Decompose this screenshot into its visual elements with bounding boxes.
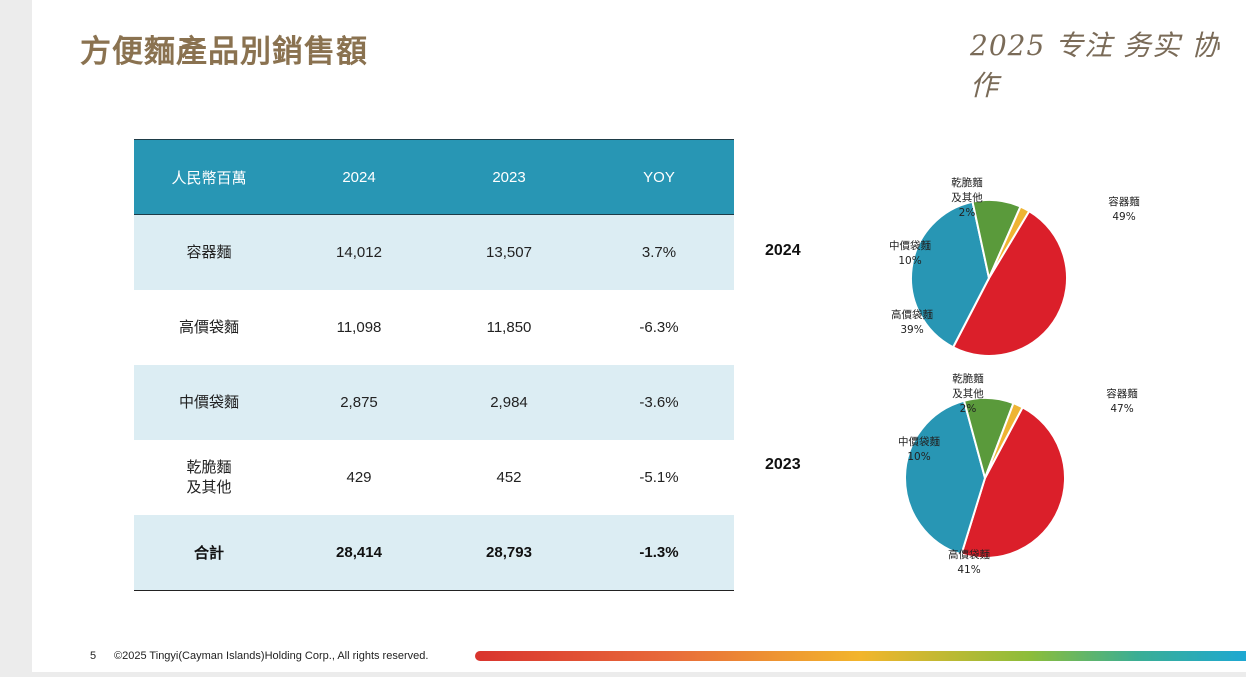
pie-slice [904,399,987,556]
row-yoy: 3.7% [584,214,734,290]
table-row: 高價袋麵 11,098 11,850 -6.3% [134,290,734,365]
pie-slice [960,406,1066,559]
row-category: 高價袋麵 [134,290,284,365]
total-label: 合計 [134,515,284,591]
table-row: 乾脆麵 及其他 429 452 -5.1% [134,440,734,515]
row-value-2024: 14,012 [284,214,434,290]
header-2024: 2024 [284,139,434,215]
row-value-2023: 13,507 [434,214,584,290]
row-value-2024: 2,875 [284,365,434,440]
slogan: 2025 专注 务实 协作 [970,29,1220,102]
pie-chart-2023: 容器麵 47% 高價袋麵 41% 中價袋麵 10% 乾脆麵及其他 2% [898,372,1138,576]
table-row: 容器麵 14,012 13,507 3.7% [134,214,734,290]
copyright: ©2025 Tingyi(Cayman Islands)Holding Corp… [114,650,429,662]
row-value-2024: 429 [346,469,372,486]
page-number: 5 [90,650,97,662]
category-line: 高價袋麵 [178,318,239,336]
total-2023: 28,793 [434,515,584,591]
pie-slice-label: 高價袋麵 41% [948,548,990,576]
pie-slice-label: 中價袋麵 10% [898,435,940,463]
pie-slice [910,200,991,349]
slide: 方便麵產品別銷售額 2025 专注 务实 协作 人民幣百萬 2024 2023 … [32,0,1246,672]
category-line: 中價袋麵 [178,393,239,411]
pie-slice [988,205,1031,279]
row-category: 容器麵 [134,214,284,290]
table-header-row: 人民幣百萬 2024 2023 YOY [134,139,734,215]
pie-slice [951,209,1069,358]
table-row: 中價袋麵 2,875 2,984 -3.6% [134,365,734,440]
header-2023: 2023 [434,139,584,215]
pie-slice-label: 中價袋麵 10% [889,239,931,267]
category-line: 乾脆麵 [186,458,232,476]
category-line: 及其他 [186,478,232,496]
table-row-total: 合計 28,414 28,793 -1.3% [134,515,734,591]
header-unit: 人民幣百萬 [134,139,284,215]
page-title: 方便麵產品別銷售額 [80,34,368,70]
row-value-2023: 2,984 [434,365,584,440]
row-yoy: -6.3% [639,319,679,336]
pie-slice-label: 乾脆麵及其他 2% [952,372,984,415]
row-category: 中價袋麵 [134,365,284,440]
pie-slice-label: 高價袋麵 39% [891,308,933,336]
sales-table: 人民幣百萬 2024 2023 YOY 容器麵 14,012 13,507 3.… [134,139,734,591]
row-category: 乾脆麵 及其他 [134,440,284,515]
pie-slice [984,401,1024,479]
row-yoy: -3.6% [584,365,734,440]
category-line: 容器麵 [186,243,232,261]
row-value-2023: 11,850 [486,319,532,336]
total-2024: 28,414 [284,515,434,591]
pie-slice-label: 容器麵 47% [1106,387,1138,415]
row-yoy: -5.1% [639,469,679,486]
pie-chart-2024: 容器麵 49% 高價袋麵 39% 中價袋麵 10% 乾脆麵及其他 2% [889,176,1140,358]
pie-slice-label: 乾脆麵及其他 2% [951,176,983,219]
footer-gradient-bar [475,651,1246,661]
header-yoy: YOY [584,139,734,215]
row-value-2024: 11,098 [336,319,382,336]
pie-title-2023: 2023 [765,456,801,473]
pie-slice-label: 容器麵 49% [1108,195,1140,223]
pie-title-2024: 2024 [765,242,801,259]
row-value-2023: 452 [496,469,522,486]
total-yoy: -1.3% [584,515,734,591]
